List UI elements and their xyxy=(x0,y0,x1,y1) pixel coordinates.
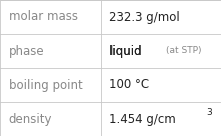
Text: density: density xyxy=(9,112,52,126)
Text: 3: 3 xyxy=(207,108,212,117)
Text: liquid: liquid xyxy=(109,44,150,58)
Text: molar mass: molar mass xyxy=(9,10,78,24)
Text: liquid: liquid xyxy=(109,44,142,58)
Text: (at STP): (at STP) xyxy=(166,47,201,55)
Text: 1.454 g/cm: 1.454 g/cm xyxy=(109,112,176,126)
Text: 232.3 g/mol: 232.3 g/mol xyxy=(109,10,180,24)
Text: 100 °C: 100 °C xyxy=(109,78,150,92)
Text: phase: phase xyxy=(9,44,44,58)
Text: boiling point: boiling point xyxy=(9,78,83,92)
